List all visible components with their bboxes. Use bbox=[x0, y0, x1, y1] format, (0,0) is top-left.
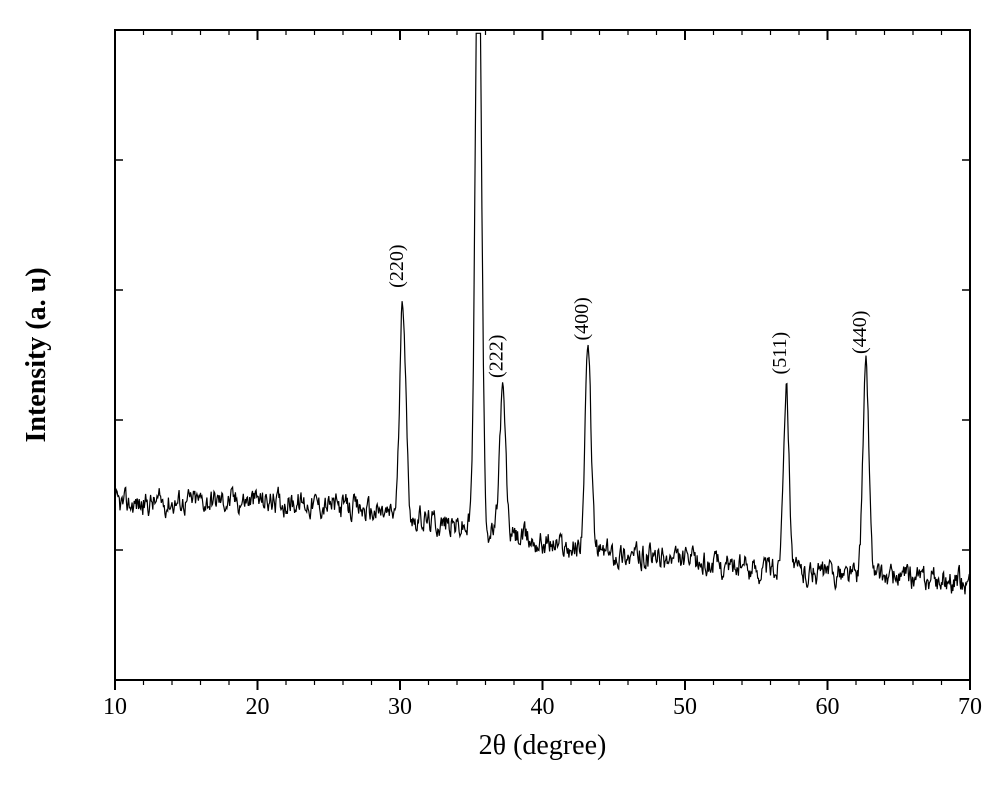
xrd-chart: 10 20 30 40 50 60 70 2θ (degree) Intensity (a. u… bbox=[0, 0, 1000, 794]
xtick-label: 40 bbox=[531, 694, 555, 720]
xtick-label: 50 bbox=[673, 694, 697, 720]
xtick-label: 60 bbox=[816, 694, 840, 720]
xtick-label: 30 bbox=[388, 694, 412, 720]
peak-label: (400) bbox=[571, 297, 593, 340]
xtick-label: 10 bbox=[103, 694, 127, 720]
peak-label: (222) bbox=[486, 335, 508, 378]
y-axis-label: Intensity (a. u) bbox=[21, 267, 52, 442]
peak-label: (440) bbox=[849, 311, 871, 354]
peak-label: (220) bbox=[386, 244, 408, 287]
xtick-label: 70 bbox=[958, 694, 982, 720]
chart-svg: 10 20 30 40 50 60 70 2θ (degree) Intensity (a. u… bbox=[0, 0, 1000, 794]
peak-label: (511) bbox=[769, 332, 791, 375]
xtick-label: 20 bbox=[246, 694, 270, 720]
x-axis-label: 2θ (degree) bbox=[479, 730, 607, 761]
